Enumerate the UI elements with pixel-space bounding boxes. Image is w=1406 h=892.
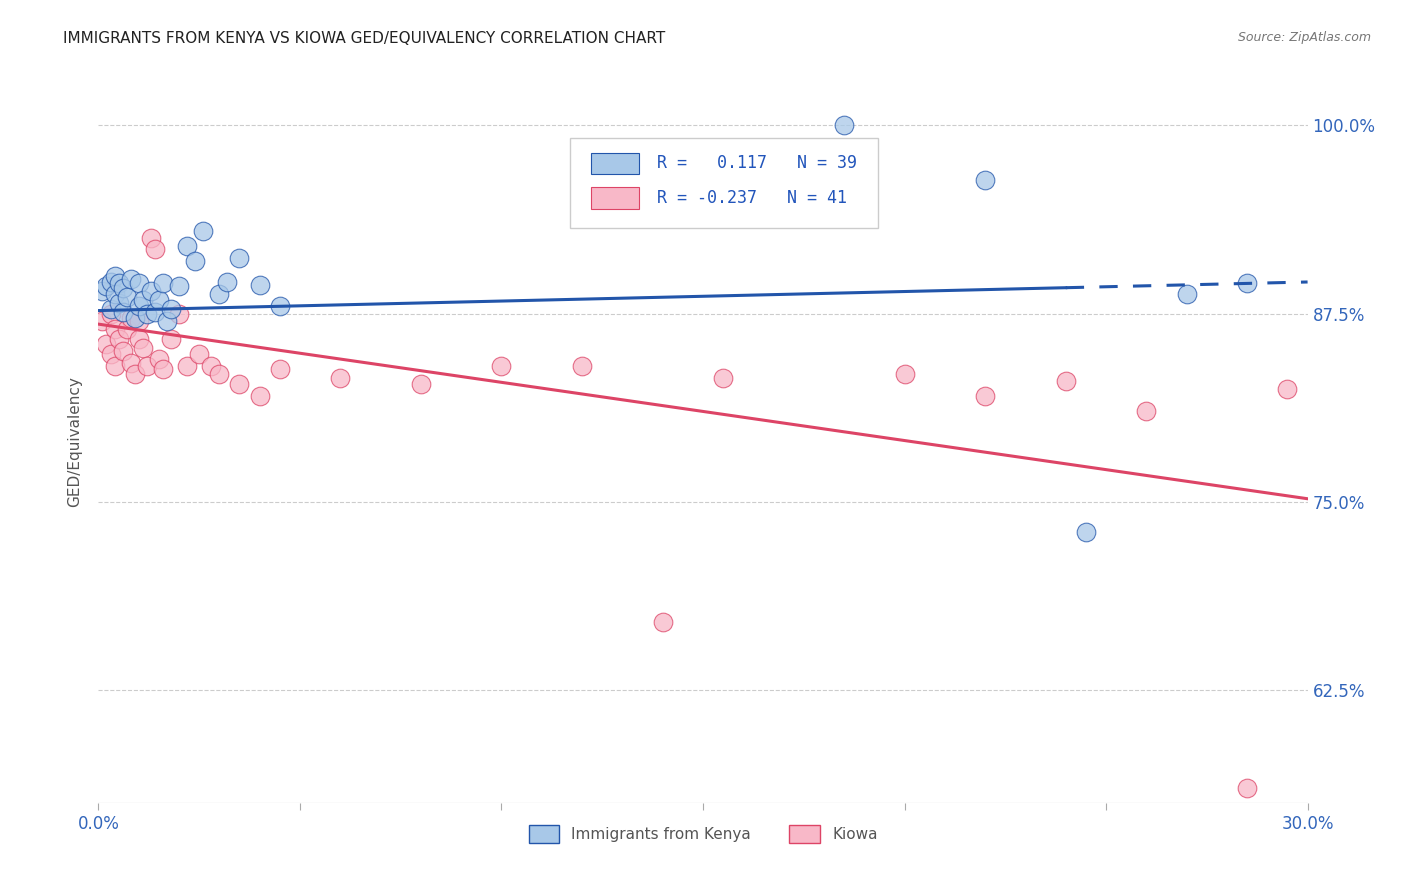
Point bbox=[167, 279, 190, 293]
Point bbox=[100, 275, 122, 289]
Point bbox=[160, 332, 183, 346]
Point bbox=[124, 311, 146, 326]
Point bbox=[107, 277, 129, 291]
Point bbox=[1054, 375, 1077, 389]
Point bbox=[103, 321, 125, 335]
Point bbox=[208, 287, 231, 301]
Point bbox=[974, 172, 997, 186]
Point bbox=[571, 359, 593, 374]
Point bbox=[128, 332, 150, 346]
FancyBboxPatch shape bbox=[569, 138, 879, 228]
Point bbox=[148, 293, 170, 307]
Point bbox=[100, 347, 122, 361]
Point bbox=[91, 284, 114, 298]
Point bbox=[132, 293, 155, 307]
Point bbox=[139, 284, 162, 298]
Point bbox=[832, 119, 855, 133]
Point bbox=[249, 278, 271, 293]
Y-axis label: GED/Equivalency: GED/Equivalency bbox=[67, 376, 83, 507]
Point bbox=[120, 272, 142, 286]
Point bbox=[733, 182, 755, 196]
Point bbox=[193, 224, 215, 238]
Point bbox=[217, 275, 239, 289]
Point bbox=[188, 347, 211, 361]
Point bbox=[128, 277, 150, 291]
Point bbox=[200, 359, 222, 374]
Point bbox=[184, 254, 207, 268]
Point bbox=[228, 251, 250, 265]
Point bbox=[91, 314, 114, 328]
Point bbox=[120, 311, 142, 326]
Point bbox=[1175, 287, 1198, 301]
Point bbox=[1236, 780, 1258, 795]
Point bbox=[156, 314, 179, 328]
Point bbox=[160, 302, 183, 317]
Point bbox=[491, 359, 513, 374]
Point bbox=[143, 242, 166, 256]
Point bbox=[111, 305, 134, 319]
Text: IMMIGRANTS FROM KENYA VS KIOWA GED/EQUIVALENCY CORRELATION CHART: IMMIGRANTS FROM KENYA VS KIOWA GED/EQUIV… bbox=[63, 31, 665, 46]
Point bbox=[143, 305, 166, 319]
Point bbox=[111, 344, 134, 359]
Point bbox=[103, 268, 125, 283]
Point bbox=[107, 296, 129, 310]
Point bbox=[249, 389, 271, 403]
Legend: Immigrants from Kenya, Kiowa: Immigrants from Kenya, Kiowa bbox=[523, 819, 883, 849]
Point bbox=[329, 371, 352, 385]
Bar bbox=[591, 153, 638, 174]
Text: R = -0.237   N = 41: R = -0.237 N = 41 bbox=[657, 189, 846, 207]
Point bbox=[167, 307, 190, 321]
Point bbox=[176, 239, 198, 253]
Point bbox=[1236, 277, 1258, 291]
Point bbox=[128, 314, 150, 328]
Point bbox=[152, 362, 174, 376]
Point bbox=[132, 341, 155, 355]
Point bbox=[124, 367, 146, 381]
Point bbox=[139, 231, 162, 245]
Point bbox=[269, 299, 291, 313]
Text: R =   0.117   N = 39: R = 0.117 N = 39 bbox=[657, 154, 858, 172]
Point bbox=[111, 281, 134, 295]
Point bbox=[893, 367, 915, 381]
Point bbox=[107, 332, 129, 346]
Point bbox=[651, 615, 673, 630]
Point bbox=[96, 336, 118, 351]
Point bbox=[103, 359, 125, 374]
Bar bbox=[591, 187, 638, 209]
Point bbox=[100, 302, 122, 317]
Point bbox=[1277, 382, 1299, 396]
Point bbox=[409, 377, 432, 392]
Point bbox=[208, 367, 231, 381]
Text: Source: ZipAtlas.com: Source: ZipAtlas.com bbox=[1237, 31, 1371, 45]
Point bbox=[974, 389, 997, 403]
Point bbox=[1074, 524, 1097, 539]
Point bbox=[152, 277, 174, 291]
Point bbox=[103, 287, 125, 301]
Point bbox=[120, 356, 142, 370]
Point bbox=[128, 299, 150, 313]
Point bbox=[96, 279, 118, 293]
Point bbox=[115, 290, 138, 304]
Point bbox=[135, 307, 157, 321]
Point bbox=[711, 371, 734, 385]
Point bbox=[571, 186, 593, 201]
Point bbox=[176, 359, 198, 374]
Point bbox=[100, 307, 122, 321]
Point bbox=[148, 351, 170, 366]
Point bbox=[115, 321, 138, 335]
Point bbox=[228, 377, 250, 392]
Point bbox=[135, 359, 157, 374]
Point bbox=[269, 362, 291, 376]
Point bbox=[1135, 404, 1157, 418]
